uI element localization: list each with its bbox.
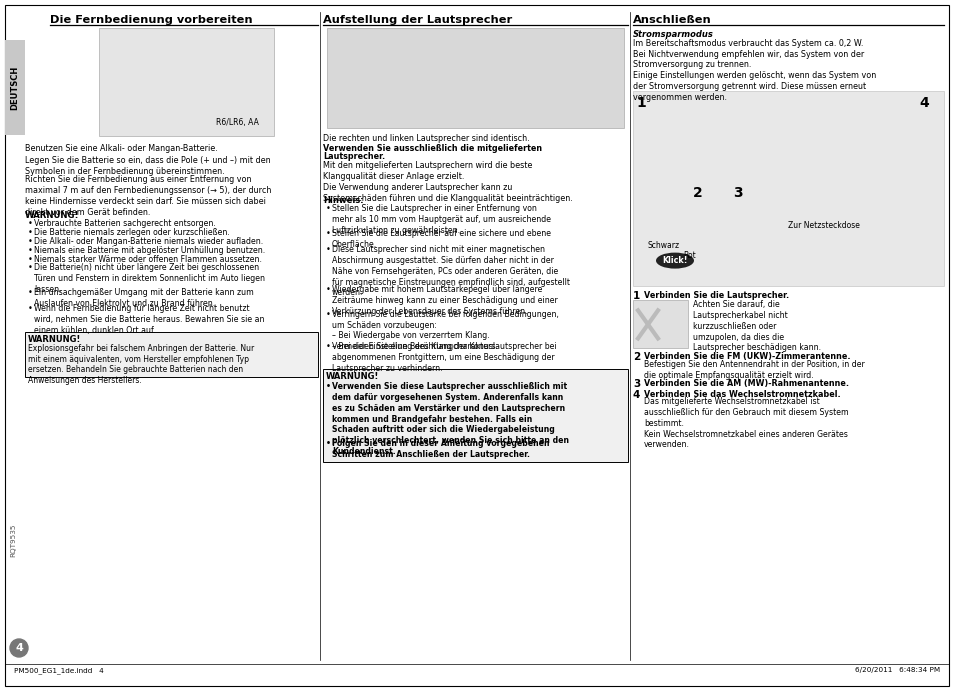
Text: Verringern Sie die Lautstärke bei folgenden Bedingungen,
um Schäden vorzubeugen:: Verringern Sie die Lautstärke bei folgen…	[332, 310, 558, 351]
Text: •: •	[326, 245, 331, 254]
Bar	[327, 28, 623, 128]
Text: 6/20/2011   6:48:34 PM: 6/20/2011 6:48:34 PM	[854, 667, 939, 673]
Text: 4: 4	[633, 390, 639, 399]
Text: Diese Lautsprecher sind nicht mit einer magnetischen
Abschirmung ausgestattet. S: Diese Lautsprecher sind nicht mit einer …	[332, 245, 569, 297]
Text: 1: 1	[633, 291, 639, 301]
Text: Lautsprecher.: Lautsprecher.	[323, 151, 385, 160]
Text: Klick!: Klick!	[661, 256, 687, 265]
Text: •: •	[28, 220, 32, 229]
Text: •: •	[326, 205, 331, 214]
Text: Hinweis:: Hinweis:	[323, 196, 363, 205]
Text: Achten Sie darauf, die
Lautsprecherkabel nicht
kurzzuschließen oder
umzupolen, d: Achten Sie darauf, die Lautsprecherkabel…	[692, 301, 821, 352]
Bar	[633, 301, 687, 348]
Text: Schwarz: Schwarz	[647, 240, 679, 249]
Text: Im Bereitschaftsmodus verbraucht das System ca. 0,2 W.
Bei Nichtverwendung empfe: Im Bereitschaftsmodus verbraucht das Sys…	[633, 39, 876, 102]
Text: Ein unsachgemäßer Umgang mit der Batterie kann zum
Auslaufen von Elektrolyt und : Ein unsachgemäßer Umgang mit der Batteri…	[34, 287, 253, 307]
Text: Die Fernbedienung vorbereiten: Die Fernbedienung vorbereiten	[50, 15, 253, 25]
Text: Aufstellung der Lautsprecher: Aufstellung der Lautsprecher	[323, 15, 512, 25]
Text: •: •	[326, 229, 331, 238]
Bar	[633, 91, 943, 285]
Text: 4: 4	[918, 95, 928, 110]
Text: Folgen Sie den in dieser Anleitung vorgegebenen
Schritten zum Anschließen der La: Folgen Sie den in dieser Anleitung vorge…	[332, 439, 549, 459]
Text: R6/LR6, AA: R6/LR6, AA	[216, 118, 259, 127]
Text: •: •	[28, 254, 32, 263]
Bar	[99, 28, 274, 136]
Text: Legen Sie die Batterie so ein, dass die Pole (+ und –) mit den
Symbolen in der F: Legen Sie die Batterie so ein, dass die …	[25, 155, 271, 176]
Text: •: •	[28, 263, 32, 272]
Text: WARNUNG!: WARNUNG!	[28, 335, 81, 344]
Bar	[5, 40, 25, 135]
Text: WARNUNG!: WARNUNG!	[326, 372, 379, 381]
Text: Verbrauchte Batterien sachgerecht entsorgen.: Verbrauchte Batterien sachgerecht entsor…	[34, 220, 215, 229]
Text: Stellen Sie die Lautsprecher auf eine sichere und ebene
Oberfläche.: Stellen Sie die Lautsprecher auf eine si…	[332, 229, 551, 249]
Text: Explosionsgefahr bei falschem Anbringen der Batterie. Nur
mit einem äquivalenten: Explosionsgefahr bei falschem Anbringen …	[28, 344, 254, 385]
Text: PM500_EG1_1de.indd   4: PM500_EG1_1de.indd 4	[14, 667, 104, 674]
Text: •: •	[28, 228, 32, 237]
Text: Die Batterie(n) nicht über längere Zeit bei geschlossenen
Türen und Fenstern in : Die Batterie(n) nicht über längere Zeit …	[34, 263, 265, 294]
Text: Verwenden Sie ausschließlich die mitgelieferten: Verwenden Sie ausschließlich die mitgeli…	[323, 144, 541, 153]
Text: •: •	[326, 382, 331, 391]
Text: DEUTSCH: DEUTSCH	[10, 66, 19, 110]
Text: Verbinden Sie die FM (UKW)-Zimmerantenne.: Verbinden Sie die FM (UKW)-Zimmerantenne…	[643, 352, 850, 361]
Text: •: •	[326, 342, 331, 351]
Text: 2: 2	[633, 352, 639, 362]
Text: 1: 1	[636, 95, 645, 110]
Text: Befestigen Sie den Antennendraht in der Position, in der
die optimale Empfangsqu: Befestigen Sie den Antennendraht in der …	[643, 360, 863, 380]
Bar	[323, 370, 627, 462]
Text: 3: 3	[732, 186, 741, 200]
Text: •: •	[326, 310, 331, 319]
Text: Verwenden Sie diese Lautsprecher ausschließlich mit
dem dafür vorgesehenen Syste: Verwenden Sie diese Lautsprecher ausschl…	[332, 382, 568, 456]
Text: WARNUNG!: WARNUNG!	[25, 211, 79, 220]
Text: Anschließen: Anschließen	[633, 15, 711, 25]
Text: Wiedergabe mit hohem Lautstärkepegel über längere
Zeiträume hinweg kann zu einer: Wiedergabe mit hohem Lautstärkepegel übe…	[332, 285, 558, 316]
Text: •: •	[326, 439, 331, 448]
Text: •: •	[326, 285, 331, 294]
Bar	[25, 332, 317, 377]
Text: Zur Netzsteckdose: Zur Netzsteckdose	[787, 220, 859, 229]
Text: Stellen Sie die Lautsprecher in einer Entfernung von
mehr als 10 mm vom Hauptger: Stellen Sie die Lautsprecher in einer En…	[332, 205, 551, 235]
Circle shape	[10, 639, 28, 657]
Text: •: •	[28, 287, 32, 297]
Text: Verbinden Sie die AM (MW)-Rahmenantenne.: Verbinden Sie die AM (MW)-Rahmenantenne.	[643, 379, 848, 388]
Text: Die rechten und linken Lautsprecher sind identisch.: Die rechten und linken Lautsprecher sind…	[323, 134, 529, 143]
Text: RQT9535: RQT9535	[10, 523, 16, 557]
Text: 3: 3	[633, 379, 639, 389]
Text: •: •	[28, 305, 32, 314]
Text: 4: 4	[15, 643, 23, 653]
Text: Rot: Rot	[682, 251, 695, 260]
Text: Niemals starker Wärme oder offenen Flammen aussetzen.: Niemals starker Wärme oder offenen Flamm…	[34, 254, 262, 263]
Text: Stromsparmodus: Stromsparmodus	[633, 30, 713, 39]
Text: Vermeiden Sie eine Berührung der Konuslautsprecher bei
abgenommenen Frontgittern: Vermeiden Sie eine Berührung der Konusla…	[332, 342, 556, 372]
Text: Die Batterie niemals zerlegen oder kurzschließen.: Die Batterie niemals zerlegen oder kurzs…	[34, 228, 230, 237]
Text: Das mitgelieferte Wechselstromnetzkabel ist
ausschließlich für den Gebrauch mit : Das mitgelieferte Wechselstromnetzkabel …	[643, 397, 848, 449]
Text: Benutzen Sie eine Alkali- oder Mangan-Batterie.: Benutzen Sie eine Alkali- oder Mangan-Ba…	[25, 144, 217, 153]
Text: •: •	[28, 237, 32, 246]
Text: Wenn die Fernbedienung für längere Zeit nicht benutzt
wird, nehmen Sie die Batte: Wenn die Fernbedienung für längere Zeit …	[34, 305, 264, 335]
Text: Mit den mitgelieferten Lautsprechern wird die beste
Klangqualität dieser Anlage : Mit den mitgelieferten Lautsprechern wir…	[323, 162, 572, 202]
Text: 2: 2	[692, 186, 702, 200]
Text: Verbinden Sie die Lautsprecher.: Verbinden Sie die Lautsprecher.	[643, 291, 788, 300]
Ellipse shape	[656, 253, 693, 269]
Text: Verbinden Sie das Wechselstromnetzkabel.: Verbinden Sie das Wechselstromnetzkabel.	[643, 390, 840, 399]
Text: Richten Sie die Fernbedienung aus einer Entfernung von
maximal 7 m auf den Fernb: Richten Sie die Fernbedienung aus einer …	[25, 176, 271, 217]
Text: Die Alkali- oder Mangan-Batterie niemals wieder aufladen.: Die Alkali- oder Mangan-Batterie niemals…	[34, 237, 263, 246]
Text: •: •	[28, 246, 32, 255]
Text: Niemals eine Batterie mit abgelöster Umhüllung benutzen.: Niemals eine Batterie mit abgelöster Umh…	[34, 246, 265, 255]
